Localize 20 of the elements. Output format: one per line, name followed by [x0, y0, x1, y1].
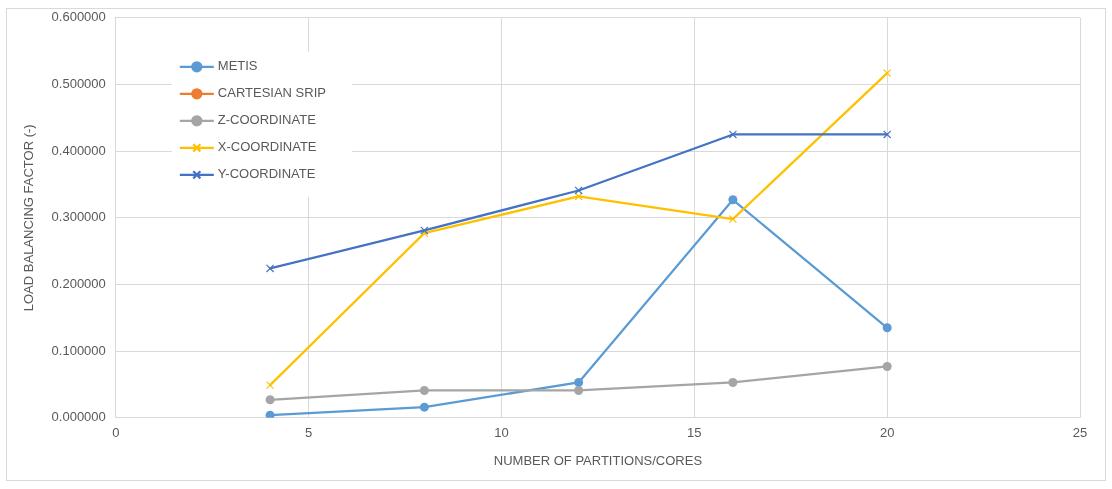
- legend-label: METIS: [217, 58, 258, 74]
- x-tick-label: 5: [305, 425, 313, 441]
- x-axis-title: NUMBER OF PARTITIONS/CORES: [493, 452, 703, 468]
- y-tick-label: 0.000000: [51, 409, 106, 425]
- y-tick-label: 0.600000: [51, 9, 106, 25]
- x-tick-label: 20: [879, 425, 895, 441]
- x-tick-label: 15: [687, 425, 702, 441]
- legend-label: Y-COORDINATE: [217, 166, 316, 182]
- y-tick-label: 0.300000: [51, 209, 106, 225]
- legend-label: X-COORDINATE: [217, 139, 317, 155]
- y-axis-title: LOAD BALANCING FACTOR (-): [21, 124, 37, 312]
- y-tick-label: 0.400000: [51, 142, 106, 158]
- legend-label: Z-COORDINATE: [217, 112, 317, 128]
- legend-label: CARTESIAN SRIP: [217, 85, 326, 101]
- y-tick-label: 0.500000: [51, 76, 106, 92]
- x-tick-label: 25: [1072, 425, 1088, 441]
- y-tick-label: 0.100000: [51, 342, 106, 358]
- y-tick-label: 0.200000: [51, 276, 106, 292]
- x-tick-label: 10: [494, 425, 509, 441]
- x-tick-label: 0: [112, 425, 120, 441]
